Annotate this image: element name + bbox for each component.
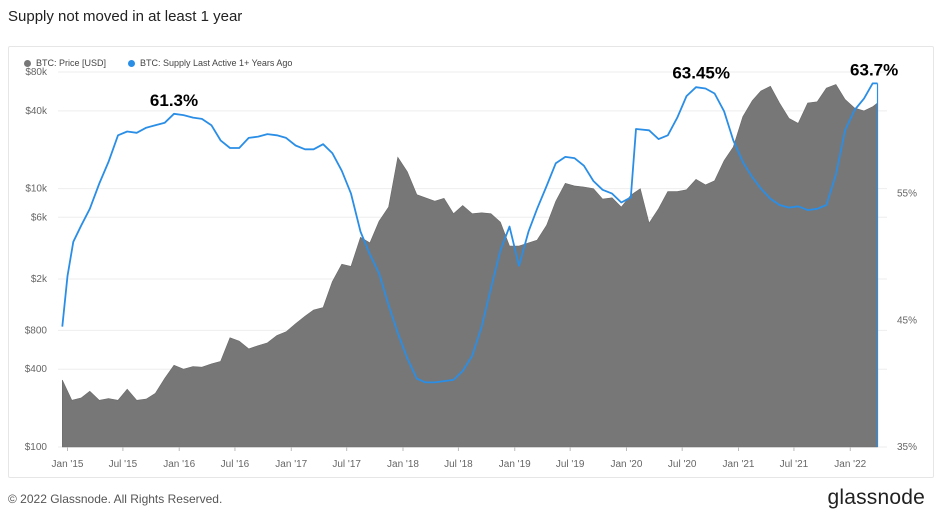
page-title: Supply not moved in at least 1 year <box>8 8 243 25</box>
legend-item-supply[interactable]: BTC: Supply Last Active 1+ Years Ago <box>128 58 292 68</box>
legend-item-price[interactable]: BTC: Price [USD] <box>24 58 106 68</box>
legend-price-dot <box>24 59 31 67</box>
legend-price-label: BTC: Price [USD] <box>36 58 107 68</box>
legend-supply-dot <box>128 59 136 67</box>
chart-legend: BTC: Price [USD] BTC: Supply Last Active… <box>24 58 292 68</box>
legend-supply-label: BTC: Supply Last Active 1+ Years Ago <box>140 58 293 68</box>
glassnode-logo: glassnode <box>827 486 925 509</box>
footer-copyright: © 2022 Glassnode. All Rights Reserved. <box>8 492 223 506</box>
chart-frame <box>8 46 934 478</box>
